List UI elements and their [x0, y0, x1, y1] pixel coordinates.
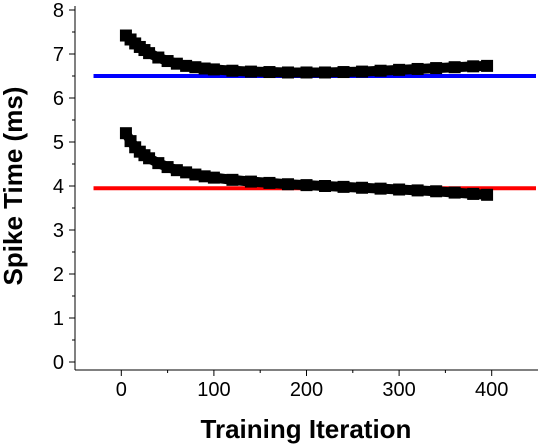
data-point	[281, 178, 294, 191]
data-point	[263, 66, 276, 79]
x-axis-title: Training Iteration	[201, 414, 412, 444]
data-point	[411, 62, 424, 75]
x-tick-label: 300	[382, 379, 415, 401]
data-point	[430, 62, 443, 75]
data-point	[143, 47, 156, 60]
data-point	[143, 152, 156, 165]
data-point	[119, 127, 132, 140]
data-point	[411, 184, 424, 197]
data-point	[448, 186, 461, 199]
data-point	[300, 66, 313, 79]
x-tick-label: 0	[116, 379, 127, 401]
data-point	[170, 164, 183, 177]
y-tick-label: 4	[53, 176, 64, 198]
x-tick-label: 200	[290, 379, 323, 401]
data-point	[356, 181, 369, 194]
data-point	[319, 66, 332, 79]
data-markers	[119, 29, 494, 201]
data-point	[337, 66, 350, 79]
y-axis-title: Spike Time (ms)	[0, 87, 28, 286]
data-point	[180, 59, 193, 72]
data-point	[152, 51, 165, 64]
data-point	[170, 57, 183, 70]
data-point	[189, 168, 202, 181]
data-point	[161, 55, 174, 68]
data-point	[448, 61, 461, 74]
data-point	[467, 60, 480, 73]
data-point	[393, 183, 406, 196]
data-point	[467, 187, 480, 200]
data-point	[244, 65, 257, 78]
series-2	[119, 127, 494, 201]
data-point	[430, 185, 443, 198]
y-tick-label: 2	[53, 264, 64, 286]
data-point	[189, 61, 202, 74]
x-tick-label: 400	[475, 379, 508, 401]
data-point	[198, 62, 211, 75]
y-tick-label: 1	[53, 308, 64, 330]
data-point	[207, 171, 220, 184]
data-point	[198, 170, 211, 183]
data-point	[337, 180, 350, 193]
data-point	[226, 64, 239, 77]
y-tick-label: 3	[53, 220, 64, 242]
y-tick-label: 5	[53, 132, 64, 154]
chart-axes	[69, 6, 538, 376]
data-point	[226, 173, 239, 186]
y-tick-label: 8	[53, 0, 64, 22]
data-point	[207, 63, 220, 76]
y-tick-label: 0	[53, 352, 64, 374]
data-point	[393, 63, 406, 76]
data-point	[481, 59, 494, 72]
data-point	[263, 176, 276, 189]
data-point	[161, 161, 174, 174]
series-1	[119, 29, 494, 79]
data-point	[281, 66, 294, 79]
data-point	[300, 179, 313, 192]
data-point	[319, 180, 332, 192]
data-point	[374, 182, 387, 195]
data-point	[152, 157, 165, 170]
data-point	[481, 188, 494, 201]
data-point	[374, 64, 387, 77]
x-tick-label: 100	[197, 379, 230, 401]
data-point	[180, 166, 193, 179]
data-point	[356, 65, 369, 78]
tick-labels: 0 1 2 3 4 5 6 7 8 0 100 200 300 400	[53, 0, 509, 401]
y-tick-label: 6	[53, 88, 64, 110]
data-point	[244, 175, 257, 188]
reference-lines	[93, 74, 536, 191]
y-tick-label: 7	[53, 44, 64, 66]
